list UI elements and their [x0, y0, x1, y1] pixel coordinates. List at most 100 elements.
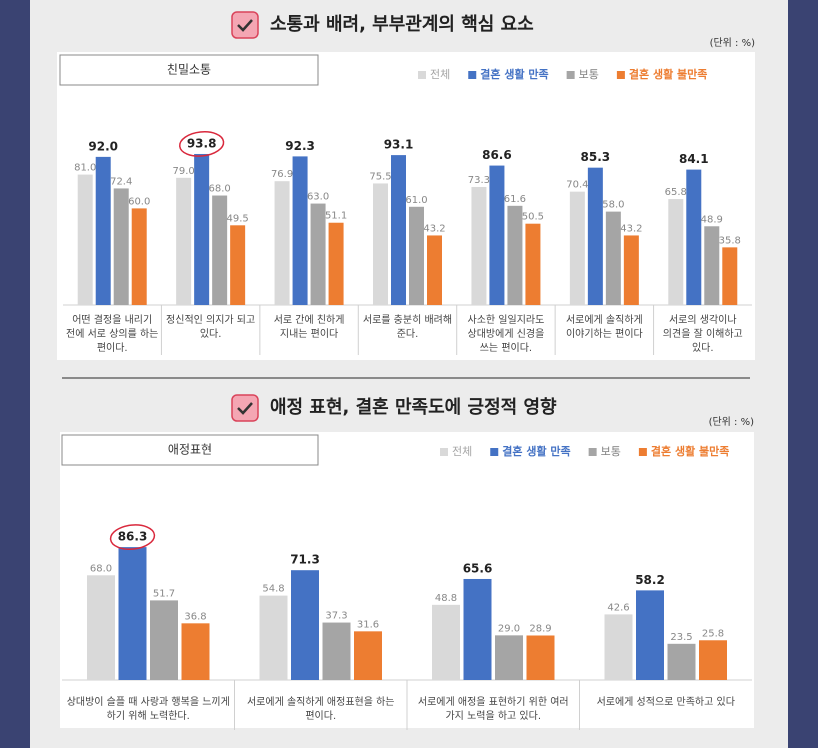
value-label: 31.6 — [357, 619, 379, 630]
category-label: 서로 간에 친하게 — [274, 313, 345, 326]
value-label: 65.8 — [665, 187, 687, 198]
bar — [292, 156, 308, 305]
category-label: 상대방에게 신경을 — [468, 327, 545, 340]
bar — [194, 153, 210, 305]
legend-swatch — [566, 71, 575, 79]
unit-note: (단위 : %) — [710, 36, 756, 49]
bar — [230, 225, 246, 305]
legend-label: 보통 — [601, 445, 621, 458]
bar — [95, 156, 111, 305]
legend-swatch — [468, 71, 477, 79]
subtitle: 친밀소통 — [167, 63, 211, 77]
value-label: 37.3 — [325, 611, 347, 622]
value-label: 35.8 — [719, 235, 741, 246]
section-title: 애정 표현, 결혼 만족도에 긍정적 영향 — [270, 396, 557, 418]
value-label: 29.0 — [498, 623, 520, 634]
bar — [489, 165, 505, 305]
value-label: 68.0 — [209, 184, 231, 195]
bar — [636, 590, 664, 680]
bar — [391, 155, 406, 305]
subtitle-box — [59, 54, 319, 86]
bar — [604, 614, 633, 680]
legend-label: 결혼 생활 불만족 — [629, 67, 708, 81]
value-label: 92.0 — [88, 139, 118, 153]
bar — [274, 181, 290, 305]
category-label: 서로를 충분히 배려해 — [363, 313, 452, 326]
value-label: 58.0 — [602, 200, 624, 211]
highlight-circle — [178, 131, 225, 157]
value-label: 61.6 — [504, 194, 526, 205]
value-label: 71.3 — [290, 553, 320, 567]
legend-label: 결혼 생활 불만족 — [651, 444, 730, 458]
value-label: 51.7 — [153, 588, 175, 599]
bar — [212, 195, 228, 305]
category-label: 의견을 잘 이해하고 — [663, 327, 743, 340]
bar — [354, 631, 382, 680]
category-label: 정신적인 의지가 되고 — [166, 314, 255, 326]
value-label: 79.0 — [173, 166, 195, 177]
check-mark — [237, 19, 253, 32]
legend-swatch — [638, 448, 647, 456]
bar — [87, 575, 115, 680]
value-label: 65.6 — [463, 561, 493, 575]
value-label: 43.2 — [423, 223, 445, 234]
category-label: 지내는 편이다 — [280, 328, 338, 340]
category-label: 상대방이 슬플 때 사랑과 행복을 느끼게 — [67, 696, 230, 708]
category-label: 서로에게 솔직하게 — [566, 313, 643, 326]
category-label: 서로의 생각이나 — [669, 314, 737, 326]
legend-label: 보통 — [579, 68, 599, 81]
bar — [667, 643, 696, 680]
subtitle: 애정표현 — [168, 443, 212, 457]
subtitle-box — [61, 434, 319, 466]
legend-swatch — [490, 448, 499, 456]
value-label: 86.6 — [482, 148, 512, 162]
check-icon — [231, 11, 259, 39]
bar — [507, 205, 523, 305]
value-label: 48.8 — [435, 593, 457, 604]
value-label: 42.6 — [607, 602, 629, 613]
value-label: 36.8 — [184, 611, 206, 622]
category-label: 서로에게 애정을 표현하기 위한 여러 — [418, 695, 569, 708]
category-label: 하기 위해 노력한다. — [107, 709, 190, 722]
value-label: 81.0 — [74, 163, 96, 174]
bar — [587, 167, 603, 305]
value-label: 49.5 — [227, 213, 249, 224]
legend-label: 전체 — [430, 68, 450, 81]
legend-swatch — [616, 71, 625, 79]
value-label: 51.1 — [325, 211, 347, 222]
bar — [181, 623, 210, 680]
bar — [471, 186, 487, 305]
category-label: 서로에게 성적으로 만족하고 있다 — [597, 695, 735, 708]
value-label: 93.1 — [384, 138, 414, 152]
value-label: 68.0 — [90, 563, 112, 574]
value-label: 25.8 — [702, 628, 724, 639]
value-label: 63.0 — [307, 192, 329, 203]
bar — [463, 578, 492, 680]
bar — [310, 203, 326, 305]
category-label: 있다. — [692, 342, 714, 354]
bar — [668, 199, 684, 305]
value-label: 54.8 — [262, 584, 284, 595]
bar — [699, 640, 727, 680]
bar — [409, 206, 424, 305]
bar — [131, 208, 147, 305]
bar — [113, 188, 129, 305]
value-label: 28.9 — [529, 623, 551, 634]
category-label: 있다. — [200, 328, 222, 340]
bar — [526, 635, 555, 680]
category-label: 서로에게 솔직하게 애정표현을 하는 — [247, 695, 395, 708]
category-label: 편이다. — [97, 342, 128, 354]
check-icon — [231, 394, 259, 422]
value-label: 86.3 — [118, 530, 148, 544]
bar — [495, 635, 523, 680]
bar — [373, 183, 388, 305]
bar — [569, 191, 585, 305]
bar — [722, 247, 738, 305]
bar — [686, 169, 702, 305]
value-label: 61.0 — [405, 195, 427, 206]
legend-swatch — [440, 448, 448, 456]
unit-note: (단위 : %) — [709, 415, 755, 428]
bar — [328, 222, 344, 305]
value-label: 50.5 — [522, 212, 544, 223]
legend-label: 전체 — [452, 445, 472, 458]
